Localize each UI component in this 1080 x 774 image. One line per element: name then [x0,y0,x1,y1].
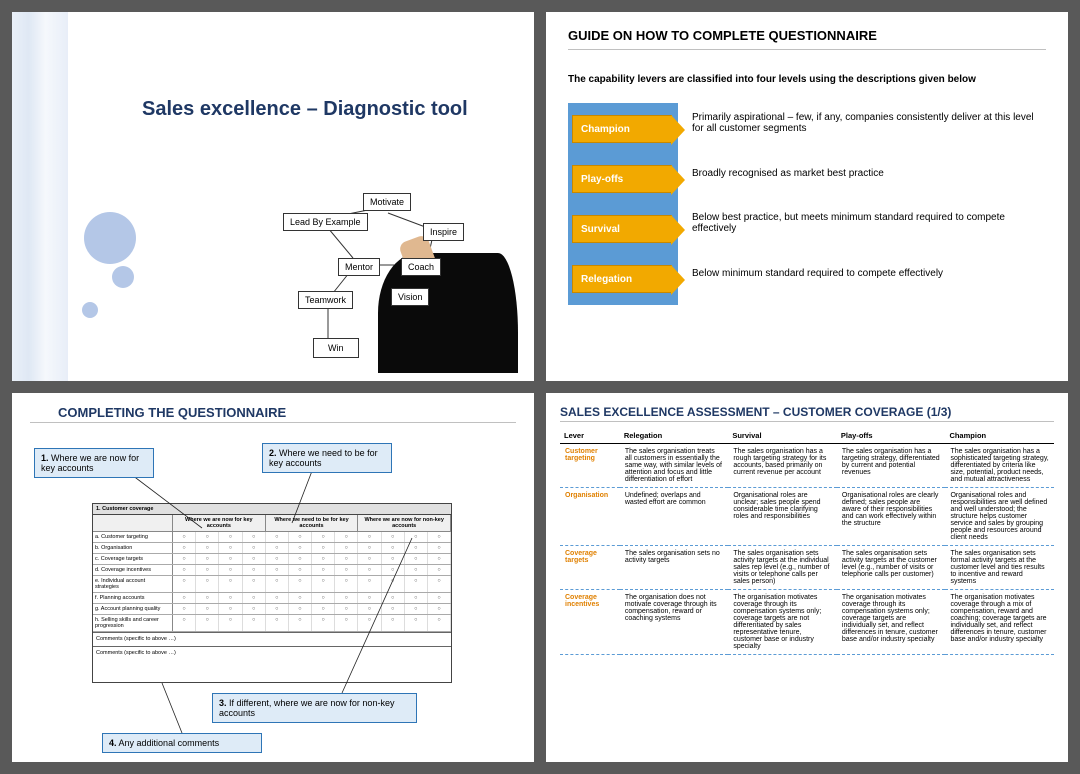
desc-cell: Undefined; overlaps and wasted effort ar… [620,488,729,546]
lever-cell: Organisation [560,488,620,546]
decorative-stripe [12,12,68,381]
lever-cell: Customer targeting [560,444,620,488]
assessment-table: Lever Relegation Survival Play-offs Cham… [560,428,1054,655]
callout-3: 3. If different, where we are now for no… [212,693,417,723]
thumb-row: h. Selling skills and career progression… [93,615,451,632]
level-tag-champion: Champion [572,115,672,143]
questionnaire-thumbnail: 1. Customer coverage Where we are now fo… [92,503,452,683]
col-header: Play-offs [837,428,946,444]
thumb-footer-2: Comments (specific to above …) [93,646,451,660]
level-tag-relegation: Relegation [572,265,672,293]
level-desc: Broadly recognised as market best practi… [692,159,1046,187]
leadership-diagram: Lead By Example Motivate Inspire Mentor … [273,173,518,373]
levels-descriptions: Primarily aspirational – few, if any, co… [692,103,1046,305]
slide-4: SALES EXCELLENCE ASSESSMENT – CUSTOMER C… [546,393,1068,762]
suit-silhouette [378,253,518,373]
lever-cell: Coverage incentives [560,590,620,655]
diagram-box-motivate: Motivate [363,193,411,211]
col-header: Survival [728,428,837,444]
thumb-group-headers: Where we are now for key accounts Where … [93,515,451,532]
diagram-box-vision: Vision [391,288,429,306]
diagram-box-win: Win [313,338,359,358]
desc-cell: The sales organisation sets activity tar… [837,546,946,590]
thumb-row: b. Organisation○○○○○○○○○○○○ [93,543,451,554]
slide-2: GUIDE ON HOW TO COMPLETE QUESTIONNAIRE T… [546,12,1068,381]
desc-cell: Organisational roles and responsibilitie… [945,488,1054,546]
callout-4: 4. Any additional comments [102,733,262,753]
col-header: Lever [560,428,620,444]
diagram-box-inspire: Inspire [423,223,464,241]
thumb-row: f. Planning accounts○○○○○○○○○○○○ [93,593,451,604]
col-header: Champion [945,428,1054,444]
thumb-row: c. Coverage targets○○○○○○○○○○○○ [93,554,451,565]
desc-cell: The sales organisation has a sophisticat… [945,444,1054,488]
level-desc: Below best practice, but meets minimum s… [692,209,1046,237]
desc-cell: Organisational roles are unclear; sales … [728,488,837,546]
desc-cell: Organisational roles are clearly defined… [837,488,946,546]
thumb-row: a. Customer targeting○○○○○○○○○○○○ [93,532,451,543]
table-row: Customer targetingThe sales organisation… [560,444,1054,488]
desc-cell: The sales organisation treats all custom… [620,444,729,488]
table-row: Coverage targetsThe sales organisation s… [560,546,1054,590]
desc-cell: The organisation motivates coverage thro… [945,590,1054,655]
slides-grid: Sales excellence – Diagnostic tool Lead … [12,12,1068,762]
level-tag-survival: Survival [572,215,672,243]
desc-cell: The sales organisation has a rough targe… [728,444,837,488]
thumb-row: d. Coverage incentives○○○○○○○○○○○○ [93,565,451,576]
thumb-row: g. Account planning quality○○○○○○○○○○○○ [93,604,451,615]
desc-cell: The sales organisation sets activity tar… [728,546,837,590]
slide-3: COMPLETING THE QUESTIONNAIRE 1. Where we… [12,393,534,762]
col-header: Relegation [620,428,729,444]
slide2-title: GUIDE ON HOW TO COMPLETE QUESTIONNAIRE [568,28,1046,50]
slide4-title: SALES EXCELLENCE ASSESSMENT – CUSTOMER C… [560,405,1054,422]
diagram-box-teamwork: Teamwork [298,291,353,309]
thumb-row: e. Individual account strategies○○○○○○○○… [93,576,451,593]
level-desc: Primarily aspirational – few, if any, co… [692,109,1046,137]
desc-cell: The organisation motivates coverage thro… [728,590,837,655]
callout-2: 2. Where we need to be for key accounts [262,443,392,473]
desc-cell: The sales organisation sets formal activ… [945,546,1054,590]
thumb-footer-1: Comments (specific to above …) [93,632,451,646]
diagram-box-coach: Coach [401,258,441,276]
table-row: Coverage incentivesThe organisation does… [560,590,1054,655]
slide-1: Sales excellence – Diagnostic tool Lead … [12,12,534,381]
table-row: OrganisationUndefined; overlaps and wast… [560,488,1054,546]
thumb-section-head: 1. Customer coverage [93,504,451,515]
slide1-title: Sales excellence – Diagnostic tool [142,98,468,121]
desc-cell: The organisation motivates coverage thro… [837,590,946,655]
lever-cell: Coverage targets [560,546,620,590]
diagram-box-mentor: Mentor [338,258,380,276]
slide2-subtitle: The capability levers are classified int… [568,74,1046,85]
level-tag-playoffs: Play-offs [572,165,672,193]
callout-1: 1. Where we are now for key accounts [34,448,154,478]
desc-cell: The sales organisation sets no activity … [620,546,729,590]
levels-rail: Champion Play-offs Survival Relegation [568,103,678,305]
level-desc: Below minimum standard required to compe… [692,259,1046,287]
desc-cell: The sales organisation has a targeting s… [837,444,946,488]
desc-cell: The organisation does not motivate cover… [620,590,729,655]
slide3-title: COMPLETING THE QUESTIONNAIRE [30,405,516,423]
diagram-box-lead: Lead By Example [283,213,368,231]
